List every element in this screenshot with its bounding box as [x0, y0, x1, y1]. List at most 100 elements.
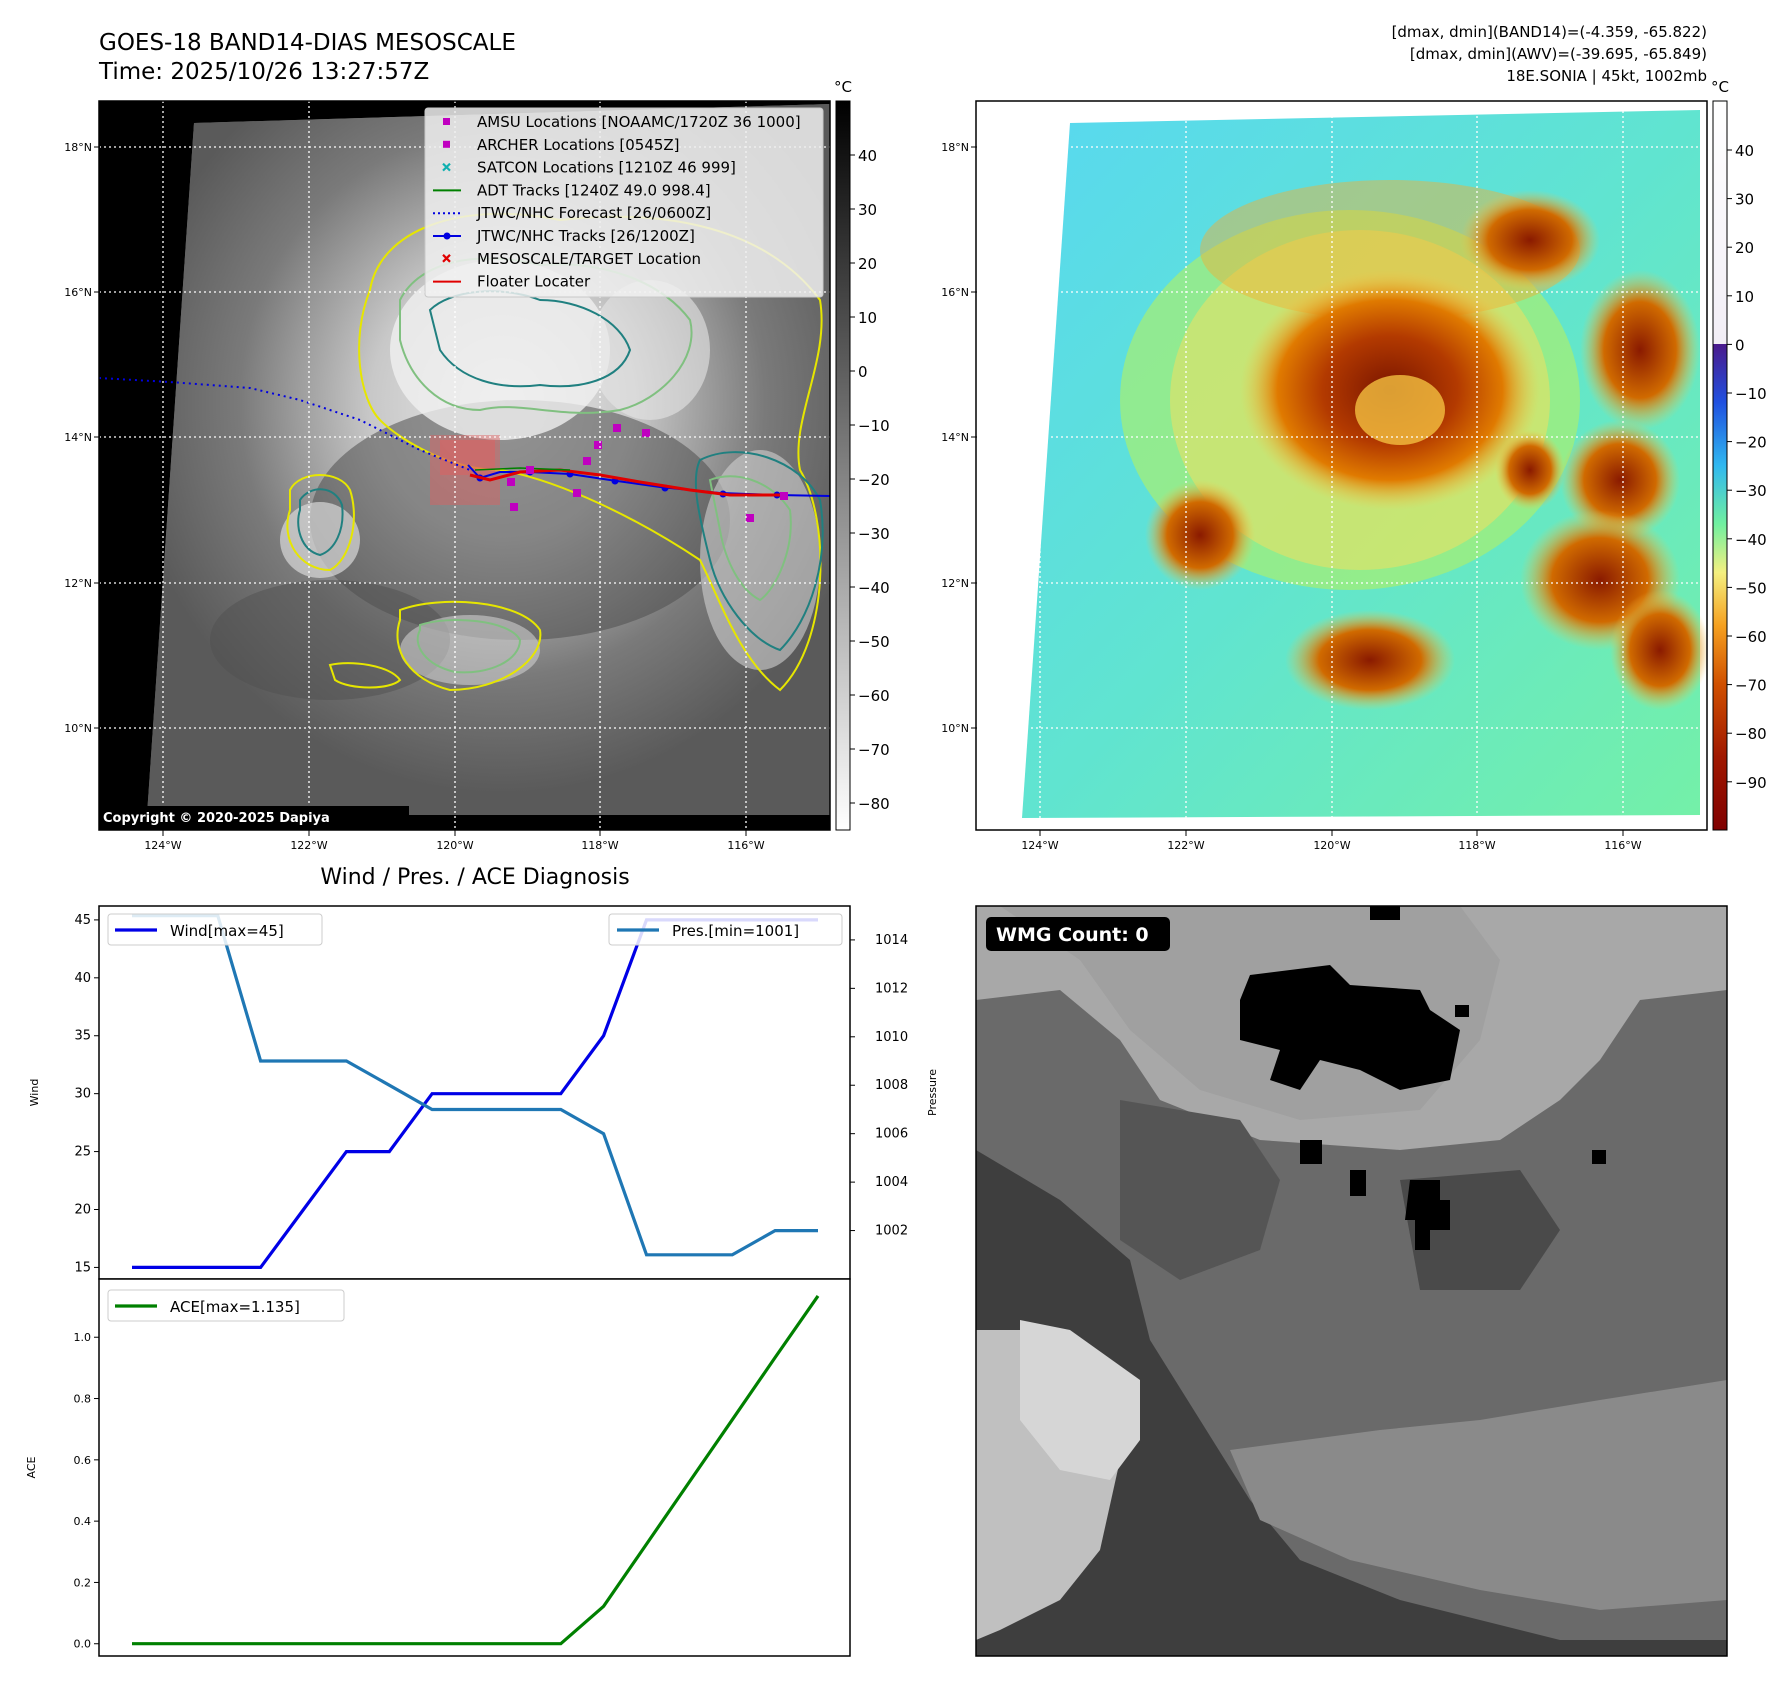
legend-item: ARCHER Locations [0545Z]: [443, 136, 680, 154]
ace-series-line: [132, 1294, 820, 1646]
wind-ytick-label: 40: [74, 971, 91, 986]
lat-label: 16°N: [941, 286, 969, 299]
lat-label: 18°N: [941, 141, 969, 154]
pressure-axis-label: Pressure: [926, 1069, 939, 1116]
info-band14: [dmax, dmin](BAND14)=(-4.359, -65.822): [1392, 23, 1707, 41]
gray-colorbar: [835, 100, 851, 831]
copyright-box: [99, 806, 409, 828]
colorbar-tick-label: −80: [1735, 725, 1767, 743]
wind-legend-label: Wind[max=45]: [170, 922, 284, 940]
lat-label: 10°N: [64, 722, 92, 735]
legend-label: JTWC/NHC Forecast [26/0600Z]: [476, 204, 711, 222]
wind-legend-box: [107, 913, 323, 946]
copyright-text: Copyright © 2020-2025 Dapiya: [103, 811, 330, 826]
colorbar-tick-label: 20: [858, 255, 877, 273]
pressure-ytick-label: 1006: [875, 1127, 908, 1142]
colorbar-tick-label: 0: [858, 363, 868, 381]
ace-ytick-label: 0.4: [74, 1515, 92, 1528]
legend-item: JTWC/NHC Forecast [26/0600Z]: [433, 204, 711, 222]
colorbar-tick-label: −20: [858, 471, 890, 489]
gray-colorbar-unit: °C: [834, 78, 852, 96]
lat-label: 16°N: [64, 286, 92, 299]
legend-label: Floater Locater: [477, 273, 591, 291]
lon-label: 120°W: [436, 839, 473, 852]
ir-map-frame: [98, 100, 831, 831]
map-legend: AMSU Locations [NOAAMC/1720Z 36 1000] ARC…: [424, 107, 824, 298]
awv-color-map: [976, 101, 1707, 830]
lat-label: 14°N: [941, 431, 969, 444]
colorbar-tick-label: 40: [858, 147, 877, 165]
colorbar-tick-label: −90: [1735, 774, 1767, 792]
wmg-panel: [976, 906, 1727, 1656]
colorbar-tick-label: −40: [858, 579, 890, 597]
lat-label: 18°N: [64, 141, 92, 154]
colorbar-tick-label: 10: [1735, 288, 1754, 306]
info-awv: [dmax, dmin](AWV)=(-39.695, -65.849): [1410, 45, 1707, 63]
legend-label: ARCHER Locations [0545Z]: [477, 136, 680, 154]
lat-label: 12°N: [64, 577, 92, 590]
wind-ytick-label: 30: [74, 1087, 91, 1102]
colorbar-tick-label: −60: [858, 687, 890, 705]
lon-label: 118°W: [1458, 839, 1495, 852]
ace-legend-label: ACE[max=1.135]: [170, 1298, 300, 1316]
legend-x-marker: [442, 162, 451, 172]
legend-square-marker: [443, 140, 450, 148]
lon-label: 116°W: [727, 839, 764, 852]
pressure-series-line: [132, 914, 818, 1257]
lon-label: 124°W: [144, 839, 181, 852]
colorbar-tick-label: −50: [1735, 579, 1767, 597]
wind-ytick-label: 25: [74, 1145, 91, 1160]
legend-label: ADT Tracks [1240Z 49.0 998.4]: [477, 181, 711, 199]
awv-map-frame: [975, 100, 1708, 831]
lon-label: 124°W: [1021, 839, 1058, 852]
pressure-legend-box: [608, 913, 843, 946]
colorbar-tick-label: 40: [1735, 142, 1754, 160]
ace-ytick-label: 1.0: [74, 1331, 92, 1344]
colorbar-tick-label: −30: [1735, 482, 1767, 500]
ace-legend-box: [107, 1289, 345, 1322]
legend-x-marker: [442, 254, 451, 263]
lon-label: 118°W: [581, 839, 618, 852]
lat-label: 12°N: [941, 577, 969, 590]
wind-ytick-label: 15: [74, 1260, 91, 1275]
wind-ytick-label: 35: [74, 1029, 91, 1044]
colorbar-tick-label: 30: [1735, 191, 1754, 209]
colorbar-tick-label: 30: [858, 201, 877, 219]
pressure-ytick-label: 1014: [875, 933, 908, 948]
ace-axis-label: ACE: [25, 1456, 38, 1478]
colorbar-tick-label: −60: [1735, 628, 1767, 646]
info-storm: 18E.SONIA | 45kt, 1002mb: [1506, 67, 1707, 85]
pressure-ytick-label: 1010: [875, 1030, 908, 1045]
colorbar-tick-label: 0: [1735, 336, 1745, 354]
wmg-frame: [975, 905, 1728, 1657]
legend-label: SATCON Locations [1210Z 46 999]: [477, 159, 736, 177]
ace-ytick-label: 0.2: [74, 1576, 92, 1589]
lon-label: 120°W: [1313, 839, 1350, 852]
lon-label: 116°W: [1604, 839, 1641, 852]
ace-plot-frame: [98, 1278, 851, 1657]
pressure-ytick-label: 1008: [875, 1078, 908, 1093]
legend-item: ADT Tracks [1240Z 49.0 998.4]: [433, 181, 711, 199]
colorbar-tick-label: −20: [1735, 434, 1767, 452]
colorbar-tick-label: −40: [1735, 531, 1767, 549]
figure-time: Time: 2025/10/26 13:27:57Z: [98, 59, 429, 85]
wind-axis-label: Wind: [28, 1079, 41, 1107]
wind-pressure-chart: 15 20 25 30 35 40 45 1002 1004 1006 1008 1010 1012 10…: [28, 905, 939, 1280]
lon-label: 122°W: [1167, 839, 1204, 852]
figure-title: GOES-18 BAND14-DIAS MESOSCALE: [99, 30, 516, 56]
legend-label: AMSU Locations [NOAAMC/1720Z 36 1000]: [477, 113, 801, 131]
wind-ytick-label: 45: [74, 913, 91, 928]
legend-item: AMSU Locations [NOAAMC/1720Z 36 1000]: [443, 113, 801, 131]
color-colorbar-unit: °C: [1711, 78, 1729, 96]
wmg-count-badge: [986, 917, 1170, 951]
ace-ytick-label: 0.0: [74, 1638, 92, 1651]
legend-dot: [443, 232, 451, 240]
ace-chart: 0.0 0.2 0.4 0.6 0.8 1.0 ACE ACE[max=1.135]: [25, 1278, 851, 1657]
color-colorbar: [1712, 100, 1728, 831]
colorbar-tick-label: −70: [1735, 677, 1767, 695]
ace-ytick-label: 0.6: [74, 1454, 92, 1467]
colorbar-tick-label: 20: [1735, 239, 1754, 257]
legend-item: SATCON Locations [1210Z 46 999]: [442, 159, 736, 177]
colorbar-tick-label: −10: [1735, 385, 1767, 403]
